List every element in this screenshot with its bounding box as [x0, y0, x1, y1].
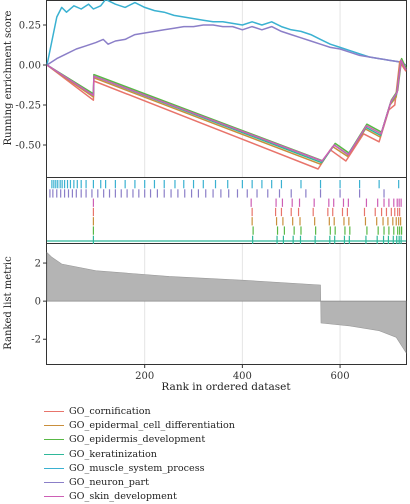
legend-swatch: [44, 482, 64, 484]
legend-swatch: [44, 467, 64, 469]
legend-swatch: [44, 424, 64, 426]
legend-label: GO_epidermal_cell_differentiation: [69, 419, 235, 431]
x-tick-label: 200: [135, 371, 154, 382]
x-tick-label: 400: [233, 371, 252, 382]
hit-markers: [47, 180, 406, 244]
ranked-metric-area: [46, 251, 407, 354]
legend-item: GO_epidermis_development: [44, 433, 235, 447]
legend-item: GO_cornification: [44, 404, 235, 418]
y-tick-label-running: 0.25: [19, 21, 41, 32]
es-line-GO_neuron_part: [46, 24, 407, 66]
legend-label: GO_cornification: [69, 405, 151, 417]
legend-label: GO_epidermis_development: [69, 434, 206, 446]
legend-item: GO_neuron_part: [44, 475, 235, 489]
y-tick-label-metric: -2: [31, 335, 41, 346]
es-line-GO_muscle_system_process: [46, 0, 407, 66]
y-tick-label-running: -0.50: [15, 141, 41, 152]
y-tick-label-running: -0.25: [15, 101, 41, 112]
legend-label: GO_muscle_system_process: [69, 462, 205, 474]
legend-item: GO_keratinization: [44, 447, 235, 461]
legend-label: GO_skin_development: [69, 491, 177, 503]
y-tick-label-metric: 0: [35, 297, 41, 308]
legend-label: GO_keratinization: [69, 448, 157, 460]
ranked-metric-fill: [46, 251, 407, 354]
legend-swatch: [44, 410, 64, 412]
legend-swatch: [44, 439, 64, 441]
legend-swatch: [44, 453, 64, 455]
y-tick-label-running: 0.00: [19, 61, 41, 72]
legend: GO_cornification GO_epidermal_cell_differ…: [44, 404, 235, 504]
x-tick-label: 600: [331, 371, 350, 382]
legend-item: GO_skin_development: [44, 490, 235, 504]
x-axis-label: Rank in ordered dataset: [161, 381, 291, 393]
axis-ticks: 0.25 0.00 -0.25 -0.50 2 0 -2 200 400 600: [15, 21, 349, 383]
running-score-lines: [46, 0, 407, 170]
legend-item: GO_muscle_system_process: [44, 461, 235, 475]
y-axis-label-metric: Ranked list metric: [3, 256, 14, 350]
legend-swatch: [44, 496, 64, 498]
y-tick-label-metric: 2: [35, 259, 41, 270]
hits-panel: [46, 177, 407, 244]
legend-item: GO_epidermal_cell_differentiation: [44, 418, 235, 432]
es-line-GO_skin_development: [46, 59, 407, 162]
y-axis-label-running: Running enrichment score: [3, 10, 14, 145]
legend-label: GO_neuron_part: [69, 477, 150, 489]
running-score-panel: [46, 0, 407, 178]
